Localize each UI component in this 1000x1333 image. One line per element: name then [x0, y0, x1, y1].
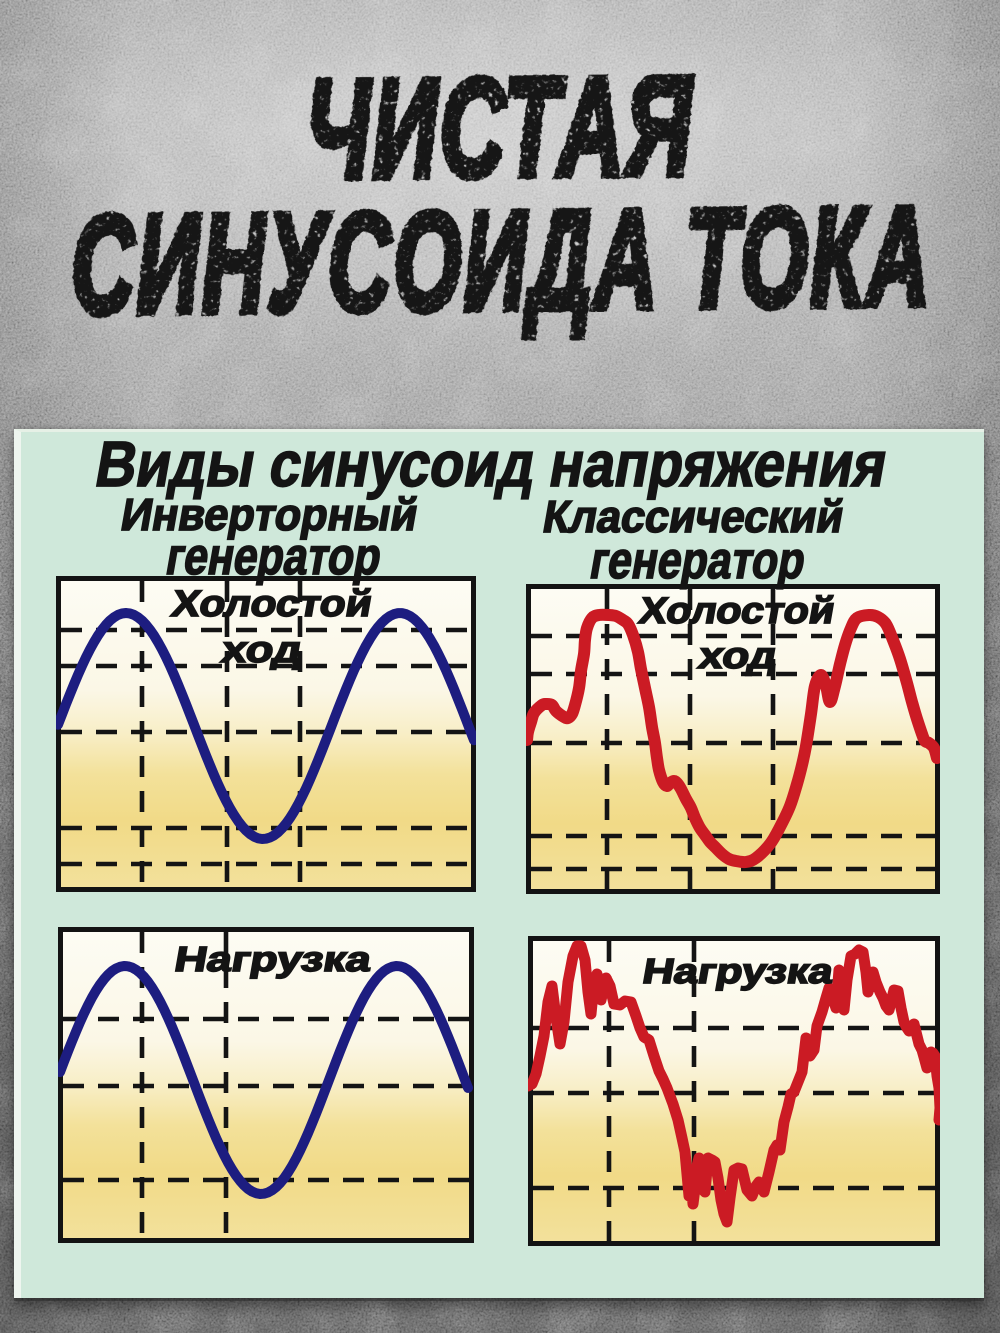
svg-text:Холостой: Холостой — [169, 582, 376, 624]
svg-text:генератор: генератор — [586, 532, 810, 590]
svg-text:Инверторный: Инверторный — [117, 489, 422, 540]
svg-text:ЧИСТАЯ: ЧИСТАЯ — [304, 46, 694, 207]
svg-text:Виды синусоид напряжения: Виды синусоид напряжения — [91, 428, 894, 499]
svg-text:СИНУСОИДА ТОКА: СИНУСОИДА ТОКА — [70, 176, 932, 342]
svg-text:Нагрузка: Нагрузка — [172, 940, 375, 979]
svg-text:Классический: Классический — [539, 491, 848, 542]
svg-text:Холостой: Холостой — [636, 589, 838, 631]
svg-text:генератор: генератор — [162, 528, 386, 586]
svg-text:ход: ход — [696, 634, 781, 676]
svg-text:Нагрузка: Нагрузка — [640, 952, 837, 991]
svg-text:ход: ход — [219, 628, 306, 670]
